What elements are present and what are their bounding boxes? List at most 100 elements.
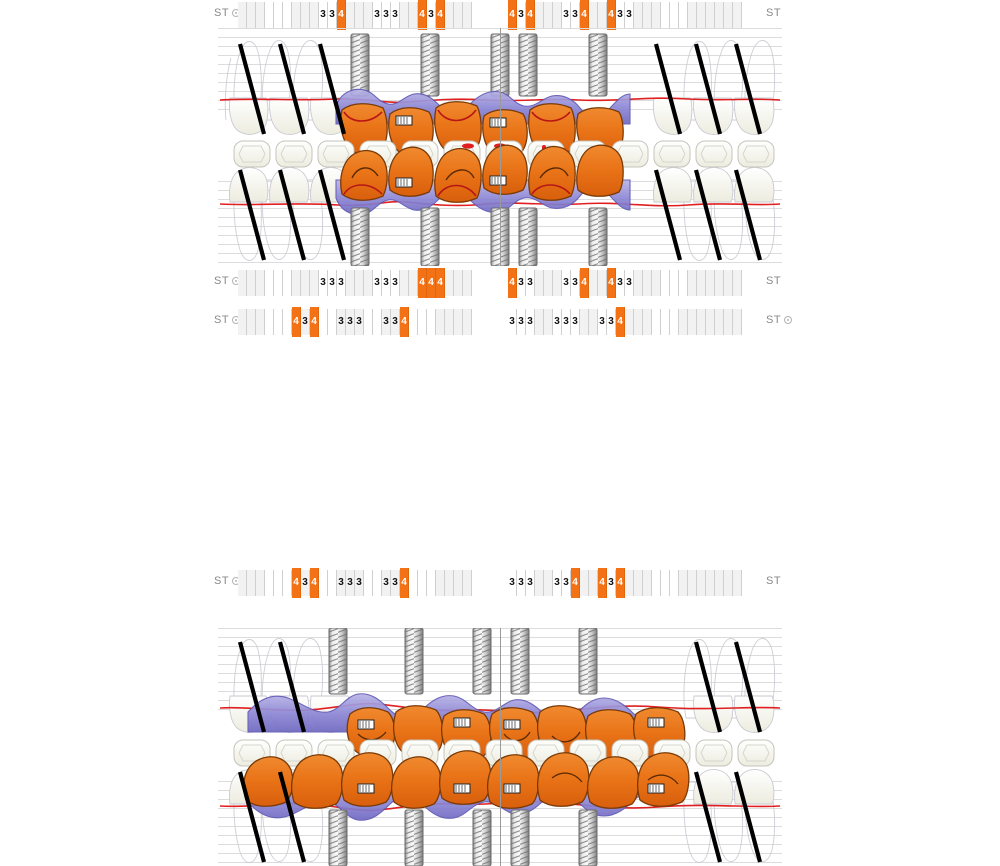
pd-cell-value[interactable]: 4 <box>427 268 436 298</box>
pd-cell-empty[interactable] <box>688 309 697 335</box>
pd-cell-empty[interactable] <box>283 2 292 28</box>
pd-cell-empty[interactable] <box>328 309 337 335</box>
pd-cell-value[interactable]: 3 <box>508 570 517 596</box>
pd-cell-empty[interactable] <box>301 2 310 28</box>
pd-cell-empty[interactable] <box>238 570 247 596</box>
pd-cell-value[interactable]: 3 <box>427 2 436 28</box>
pd-cell-value[interactable]: 4 <box>607 0 616 30</box>
pd-cell-value[interactable]: 4 <box>580 268 589 298</box>
pd-cell-value[interactable]: 3 <box>562 570 571 596</box>
pd-cell-empty[interactable] <box>310 270 319 296</box>
pd-cell-empty[interactable] <box>706 2 715 28</box>
pd-cell-empty[interactable] <box>544 270 553 296</box>
pd-cell-empty[interactable] <box>274 270 283 296</box>
pd-cell-empty[interactable] <box>247 309 256 335</box>
pd-cell-empty[interactable] <box>589 2 598 28</box>
pd-cell-empty[interactable] <box>670 270 679 296</box>
pd-cell-value[interactable]: 3 <box>616 270 625 296</box>
pd-cell-value[interactable]: 3 <box>355 570 364 596</box>
pd-cell-empty[interactable] <box>454 309 463 335</box>
pd-cell-empty[interactable] <box>535 270 544 296</box>
pd-cell-value[interactable]: 4 <box>508 0 517 30</box>
pd-cell-empty[interactable] <box>256 309 265 335</box>
pd-cell-value[interactable]: 3 <box>382 270 391 296</box>
pd-cell-empty[interactable] <box>661 570 670 596</box>
pd-cell-empty[interactable] <box>670 570 679 596</box>
pd-cell-empty[interactable] <box>589 309 598 335</box>
pd-cell-empty[interactable] <box>661 270 670 296</box>
pd-cell-empty[interactable] <box>670 2 679 28</box>
pd-cell-empty[interactable] <box>733 270 742 296</box>
pd-cell-value[interactable]: 3 <box>616 2 625 28</box>
pd-cell-empty[interactable] <box>373 309 382 335</box>
pd-cell-value[interactable]: 3 <box>301 570 310 596</box>
pd-cell-empty[interactable] <box>445 570 454 596</box>
pd-cell-empty[interactable] <box>652 309 661 335</box>
pd-cell-value[interactable]: 3 <box>517 570 526 596</box>
pd-cell-empty[interactable] <box>724 270 733 296</box>
pd-cell-empty[interactable] <box>715 570 724 596</box>
pd-cell-value[interactable]: 3 <box>571 2 580 28</box>
pd-cell-empty[interactable] <box>697 309 706 335</box>
pd-cell-empty[interactable] <box>544 570 553 596</box>
pd-cell-value[interactable]: 3 <box>391 2 400 28</box>
pd-cell-empty[interactable] <box>643 270 652 296</box>
pd-cell-empty[interactable] <box>292 270 301 296</box>
pd-cell-value[interactable]: 4 <box>310 307 319 337</box>
pd-cell-value[interactable]: 3 <box>346 309 355 335</box>
pd-cell-empty[interactable] <box>373 570 382 596</box>
pd-cell-empty[interactable] <box>634 309 643 335</box>
pd-cell-value[interactable]: 4 <box>400 568 409 598</box>
gear-icon[interactable] <box>784 316 793 324</box>
pd-cell-empty[interactable] <box>427 309 436 335</box>
pd-cell-value[interactable]: 4 <box>616 307 625 337</box>
pd-cell-empty[interactable] <box>643 570 652 596</box>
pd-cell-empty[interactable] <box>679 2 688 28</box>
pd-cell-empty[interactable] <box>265 309 274 335</box>
pd-cell-value[interactable]: 3 <box>382 309 391 335</box>
pd-cell-empty[interactable] <box>310 2 319 28</box>
pd-cell-empty[interactable] <box>688 570 697 596</box>
pd-cell-empty[interactable] <box>706 309 715 335</box>
pd-cell-empty[interactable] <box>580 309 589 335</box>
pd-cell-empty[interactable] <box>733 2 742 28</box>
pd-cell-empty[interactable] <box>652 270 661 296</box>
pd-cell-empty[interactable] <box>301 270 310 296</box>
pd-cell-empty[interactable] <box>688 2 697 28</box>
pd-cell-empty[interactable] <box>724 309 733 335</box>
pd-cell-empty[interactable] <box>544 2 553 28</box>
pd-cell-empty[interactable] <box>661 309 670 335</box>
pd-cell-value[interactable]: 3 <box>607 570 616 596</box>
pd-cell-empty[interactable] <box>679 270 688 296</box>
pd-cell-empty[interactable] <box>355 2 364 28</box>
pd-cell-value[interactable]: 3 <box>526 570 535 596</box>
pd-cell-empty[interactable] <box>400 2 409 28</box>
pd-cell-empty[interactable] <box>679 570 688 596</box>
pd-cell-value[interactable]: 3 <box>337 309 346 335</box>
pd-cell-value[interactable]: 3 <box>301 309 310 335</box>
pd-cell-value[interactable]: 4 <box>337 0 346 30</box>
pd-cell-empty[interactable] <box>589 570 598 596</box>
pd-cell-empty[interactable] <box>445 309 454 335</box>
pd-cell-value[interactable]: 4 <box>526 0 535 30</box>
pd-cell-value[interactable]: 3 <box>328 2 337 28</box>
pd-cell-empty[interactable] <box>733 570 742 596</box>
pd-cell-value[interactable]: 3 <box>337 570 346 596</box>
pd-cell-value[interactable]: 3 <box>553 570 562 596</box>
pd-cell-empty[interactable] <box>346 2 355 28</box>
pd-cell-empty[interactable] <box>697 2 706 28</box>
pd-cell-empty[interactable] <box>445 270 454 296</box>
pd-cell-value[interactable]: 3 <box>517 309 526 335</box>
pd-cell-empty[interactable] <box>463 2 472 28</box>
pd-cell-value[interactable]: 4 <box>607 268 616 298</box>
pd-cell-empty[interactable] <box>256 2 265 28</box>
pd-cell-empty[interactable] <box>598 270 607 296</box>
pd-cell-value[interactable]: 4 <box>292 307 301 337</box>
pd-cell-empty[interactable] <box>715 2 724 28</box>
